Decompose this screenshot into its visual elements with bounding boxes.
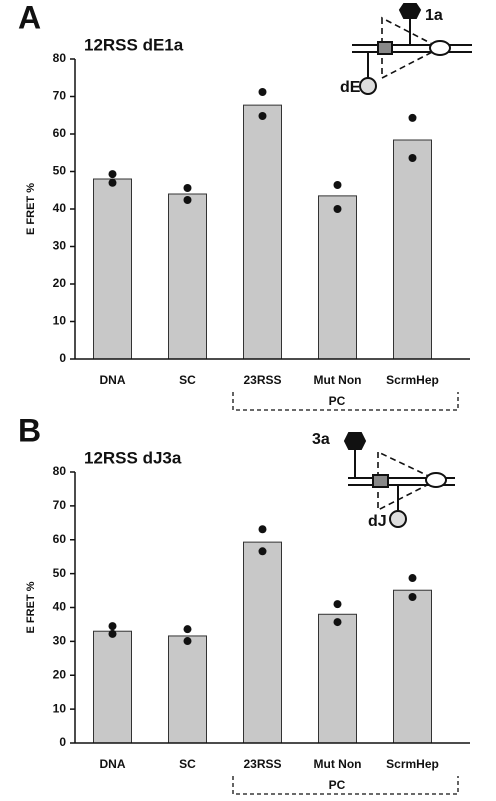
y-tick-label: 40	[53, 201, 67, 215]
panel-letter: B	[18, 412, 41, 448]
group-label: PC	[329, 778, 346, 792]
y-tick-label: 70	[53, 89, 67, 103]
diagram-b	[343, 432, 455, 528]
bar	[168, 193, 207, 360]
diagram-label: 1a	[425, 7, 443, 24]
bar	[93, 630, 132, 744]
bar	[243, 541, 282, 744]
diagram-label: dE	[340, 79, 361, 96]
y-tick-label: 10	[53, 314, 67, 328]
replicate-point	[333, 181, 342, 189]
y-tick-label: 80	[53, 51, 67, 65]
replicate-point	[183, 637, 192, 646]
x-tick-label: 23RSS	[243, 373, 281, 387]
group-bracket	[232, 392, 459, 411]
replicate-point	[408, 574, 417, 583]
y-tick-label: 50	[53, 164, 67, 178]
replicate-point	[108, 622, 117, 631]
diagram-a	[352, 3, 472, 95]
x-tick-label: SC	[179, 373, 196, 387]
y-tick-label: 60	[53, 126, 67, 140]
y-axis-label: E FRET %	[25, 581, 37, 633]
replicate-point	[183, 184, 192, 192]
replicate-point	[183, 196, 192, 204]
group-bracket	[232, 776, 459, 795]
panel-letter: A	[18, 0, 41, 35]
y-tick-label: 0	[59, 351, 66, 365]
bar	[243, 104, 282, 360]
bar	[393, 139, 432, 360]
replicate-point	[108, 178, 117, 187]
chart-title: 12RSS dE1a	[84, 35, 184, 54]
y-tick-label: 10	[53, 701, 67, 715]
replicate-point	[333, 618, 342, 627]
replicate-point	[108, 170, 117, 179]
x-tick-label: Mut Non	[314, 757, 362, 771]
bar	[168, 635, 207, 744]
diagram-label: dJ	[368, 513, 387, 530]
group-label: PC	[329, 394, 346, 408]
y-tick-label: 40	[53, 600, 67, 614]
y-tick-label: 50	[53, 566, 67, 580]
x-tick-label: ScrmHep	[386, 373, 439, 387]
replicate-point	[258, 88, 267, 96]
diagram-label: 3a	[312, 431, 330, 448]
bar	[318, 613, 357, 744]
replicate-point	[408, 154, 417, 162]
y-tick-label: 20	[53, 667, 67, 681]
replicate-point	[108, 629, 117, 638]
replicate-point	[258, 112, 267, 120]
replicate-point	[258, 525, 267, 534]
bar	[93, 178, 132, 360]
x-tick-label: ScrmHep	[386, 757, 439, 771]
y-tick-label: 20	[53, 276, 67, 290]
x-tick-label: SC	[179, 757, 196, 771]
bar	[318, 195, 357, 360]
x-tick-label: DNA	[100, 373, 126, 387]
x-tick-label: 23RSS	[243, 757, 281, 771]
replicate-point	[408, 592, 417, 601]
y-tick-label: 80	[53, 464, 67, 478]
replicate-point	[258, 547, 267, 556]
y-tick-label: 70	[53, 498, 67, 512]
bar	[393, 589, 432, 744]
x-tick-label: DNA	[100, 757, 126, 771]
replicate-point	[408, 113, 417, 122]
x-tick-label: Mut Non	[314, 373, 362, 387]
y-tick-label: 0	[59, 735, 66, 749]
y-tick-label: 30	[53, 239, 67, 253]
y-tick-label: 60	[53, 532, 67, 546]
y-tick-label: 30	[53, 634, 67, 648]
y-axis-label: E FRET %	[25, 183, 37, 235]
replicate-point	[333, 600, 342, 609]
chart-title: 12RSS dJ3a	[84, 448, 182, 467]
replicate-point	[333, 205, 342, 213]
replicate-point	[183, 625, 192, 634]
